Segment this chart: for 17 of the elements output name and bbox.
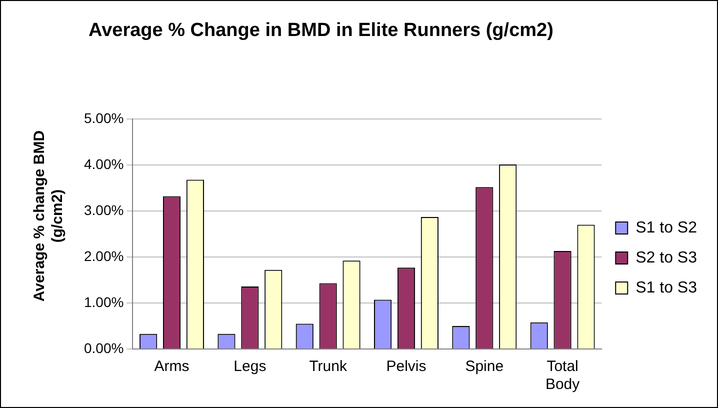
x-tick-label: Total Body: [545, 358, 580, 394]
y-tick-label: 0.00%: [84, 340, 124, 356]
x-tick-label: Legs: [234, 358, 266, 376]
x-tick-label: Pelvis: [386, 358, 426, 376]
x-tick-label: Spine: [465, 358, 504, 376]
y-tick-label: 4.00%: [84, 156, 124, 172]
y-tick-label: 3.00%: [84, 202, 124, 218]
y-tick-label: 2.00%: [84, 248, 124, 264]
y-tick-label: 1.00%: [84, 294, 124, 310]
legend-label: S1 to S3: [636, 279, 698, 296]
y-tick-label: 5.00%: [84, 110, 124, 126]
legend-label: S2 to S3: [636, 249, 698, 266]
chart-title: Average % Change in BMD in Elite Runners (g/cm2): [88, 19, 554, 43]
y-axis-title: Average % change BMD (g/cm2): [31, 129, 67, 304]
x-tick-label: Arms: [154, 358, 190, 376]
x-tick-label: Trunk: [309, 358, 348, 376]
legend-label: S1 to S2: [636, 219, 698, 236]
